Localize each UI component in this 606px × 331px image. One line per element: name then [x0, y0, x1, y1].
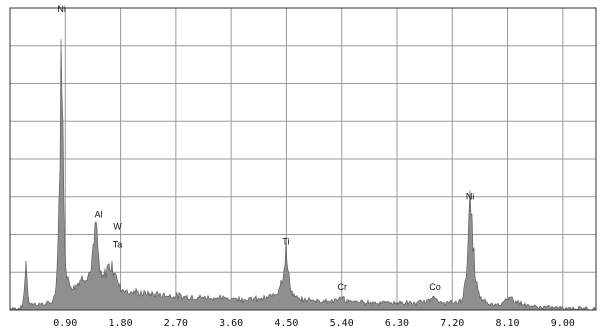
x-tick-label: 4.50	[274, 318, 298, 329]
peak-label: Ta	[113, 240, 123, 250]
x-tick-label: 2.70	[164, 318, 188, 329]
peak-label: Ni	[57, 4, 66, 14]
x-tick-label: 1.80	[109, 318, 133, 329]
spectrum-area	[9, 39, 597, 311]
grid-lines	[10, 8, 596, 310]
peak-labels: Ni Al W Ta Ti Cr Co Ni	[57, 4, 474, 292]
x-tick-label: 8.10	[496, 318, 520, 329]
peak-label: Al	[94, 209, 102, 219]
plot-frame	[9, 7, 597, 311]
peak-label: Co	[429, 282, 441, 292]
x-axis-tick-labels: 0.90 1.80 2.70 3.60 4.50 5.40 6.30 7.20 8.10 9.00	[53, 318, 575, 329]
x-tick-label: 0.90	[53, 318, 77, 329]
x-tick-label: 3.60	[219, 318, 243, 329]
x-tick-label: 5.40	[330, 318, 354, 329]
peak-label: Ti	[282, 237, 289, 247]
peak-label: Cr	[338, 282, 348, 292]
peak-label: Ni	[466, 191, 475, 201]
x-tick-label: 6.30	[385, 318, 409, 329]
x-tick-label: 9.00	[551, 318, 575, 329]
x-tick-label: 7.20	[440, 318, 464, 329]
peak-label: W	[113, 222, 122, 232]
